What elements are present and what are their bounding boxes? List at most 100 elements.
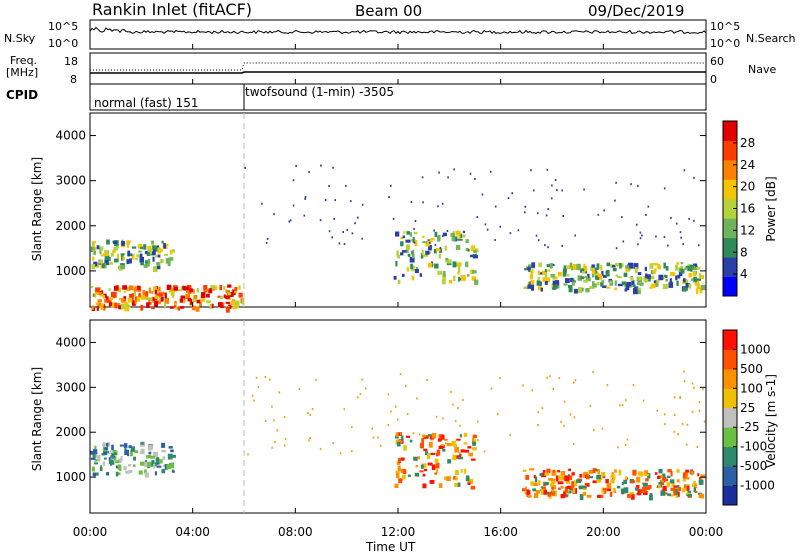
data-cell [452,261,457,268]
scatter-cell [558,377,561,380]
data-cell [421,437,425,444]
data-cell [152,297,156,301]
data-cell [685,282,690,288]
data-cell [154,295,159,299]
data-cell [169,249,173,255]
data-cell [588,470,593,474]
data-cell [174,300,177,305]
data-cell [568,286,573,293]
velocity-colorbar-tick-label: 100 [740,381,763,395]
data-cell [570,277,573,283]
data-cell [677,274,681,279]
data-cell [151,290,154,294]
data-cell [557,470,560,473]
data-cell [611,472,614,475]
scatter-cell [276,429,279,432]
data-cell [544,272,548,279]
data-cell [574,480,578,487]
scatter-cell [304,197,306,200]
scatter-cell [494,205,497,208]
velocity-y-tick-label: 1000 [55,470,86,484]
scatter-cell [361,378,363,381]
data-cell [409,232,413,237]
scatter-cell [289,219,292,222]
data-cell [629,492,635,495]
data-cell [682,475,686,482]
data-cell [554,485,556,490]
data-cell [544,269,547,273]
scatter-cell [265,242,268,244]
data-cell [184,286,189,291]
data-cell [544,482,549,486]
data-cell [627,264,632,269]
nave-tick-top: 60 [710,55,724,68]
scatter-cell [698,409,701,412]
data-cell [473,438,476,443]
data-cell [182,285,186,291]
data-cell [551,470,556,476]
freq-tick-bottom: 8 [70,73,77,86]
data-cell [606,286,611,289]
scatter-cell [303,214,306,217]
power-y-tick-label: 2000 [55,219,86,233]
data-cell [550,274,555,278]
data-cell [668,494,674,497]
data-cell [620,263,624,266]
data-cell [113,246,118,251]
data-cell [634,267,638,273]
scatter-cell [615,247,618,250]
data-cell [167,453,173,460]
scatter-cell [562,215,564,217]
scatter-cell [663,235,666,238]
data-cell [108,297,114,301]
data-cell [414,269,419,274]
data-cell [533,482,538,486]
power-colorbar-swatch [723,218,737,239]
data-cell [180,295,185,301]
data-cell [96,245,100,250]
data-cell [119,465,122,472]
data-cell [638,276,642,281]
scatter-cell [462,399,464,401]
data-cell [465,261,469,268]
data-cell [427,239,430,242]
data-cell [120,303,125,310]
data-cell [225,289,230,294]
scatter-cell [673,396,676,399]
data-cell [612,474,616,481]
data-cell [654,282,659,287]
data-cell [395,435,399,439]
data-cell [422,463,427,468]
scatter-cell [606,384,609,387]
data-cell [144,472,149,478]
data-cell [446,476,451,481]
data-cell [106,260,109,266]
data-cell [686,477,690,480]
data-cell [102,443,107,447]
data-cell [669,278,672,283]
scatter-cell [319,447,322,450]
data-cell [171,462,174,469]
scatter-cell [357,396,359,399]
velocity-colorbar-tick-label: 500 [740,362,763,376]
data-cell [412,249,415,256]
scatter-cell [266,237,269,240]
data-cell [119,298,123,301]
data-cell [104,255,110,261]
scatter-cell [532,189,535,192]
data-cell [446,443,452,447]
data-cell [96,305,99,311]
scatter-cell [332,442,335,444]
data-cell [547,269,551,272]
data-cell [550,480,555,485]
data-cell [602,488,605,491]
data-cell [616,485,621,489]
data-cell [395,432,399,437]
data-cell [650,270,653,275]
data-cell [645,478,649,482]
data-cell [528,281,532,287]
data-cell [430,452,436,455]
data-cell [606,269,610,274]
data-cell [108,288,111,291]
data-cell [438,248,442,253]
